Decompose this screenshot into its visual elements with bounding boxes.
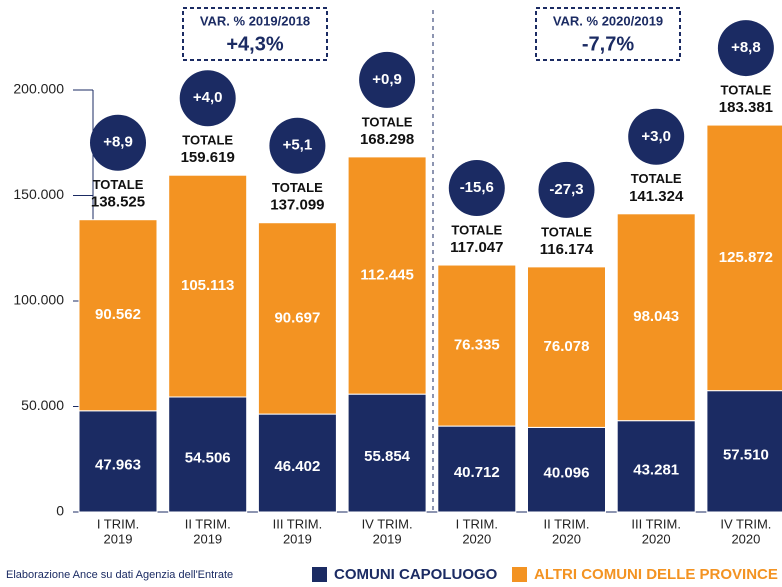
total-label: 168.298	[360, 131, 414, 148]
total-label: 159.619	[181, 149, 235, 166]
value-label: 98.043	[633, 308, 679, 325]
legend-swatch	[512, 567, 527, 582]
value-label: 46.402	[274, 458, 320, 475]
value-label: 47.963	[95, 456, 141, 473]
value-label: 90.697	[274, 309, 320, 326]
total-title: TOTALE	[362, 114, 413, 129]
value-label: 76.335	[454, 337, 500, 354]
value-label: 125.872	[719, 249, 773, 266]
change-label: -27,3	[549, 181, 583, 198]
bar-segment	[257, 413, 337, 513]
x-tick-label: 2020	[462, 531, 491, 546]
value-label: 40.096	[544, 465, 590, 482]
y-tick-label: 150.000	[13, 186, 64, 202]
bar-segment	[706, 124, 782, 392]
x-tick-label: I TRIM.	[97, 516, 139, 531]
legend-label: COMUNI CAPOLUOGO	[334, 566, 498, 583]
bar-segment	[527, 266, 606, 428]
bar-segment	[706, 390, 782, 513]
x-tick-label: IV TRIM.	[720, 516, 771, 531]
bar-segment	[168, 174, 248, 398]
x-tick-label: III TRIM.	[631, 516, 681, 531]
total-title: TOTALE	[541, 224, 592, 239]
change-badge	[359, 51, 416, 108]
annotation-title: VAR. % 2020/2019	[553, 13, 663, 28]
total-label: 117.047	[450, 239, 503, 256]
x-tick-label: 2019	[193, 531, 222, 546]
value-label: 57.510	[723, 446, 769, 463]
change-badge	[179, 70, 236, 127]
bar-segment	[78, 410, 158, 513]
x-tick-label: 2020	[642, 531, 671, 546]
bar-segment	[437, 264, 517, 427]
x-tick-label: 2020	[731, 531, 760, 546]
total-label: 137.099	[270, 197, 324, 214]
total-label: 183.381	[719, 99, 773, 116]
value-label: 55.854	[364, 448, 411, 465]
annotation-box	[535, 7, 681, 61]
value-label: 54.506	[185, 449, 231, 466]
annotation-value: -7,7%	[582, 33, 634, 55]
change-label: +8,8	[731, 39, 761, 56]
source-note: Elaborazione Ance su dati Agenzia dell'E…	[6, 569, 233, 581]
value-label: 76.078	[544, 338, 590, 355]
x-tick-label: 2019	[283, 531, 312, 546]
change-badge	[717, 20, 774, 77]
total-title: TOTALE	[272, 180, 323, 195]
bar-segment	[347, 393, 427, 513]
bar-segment	[616, 420, 696, 513]
bar-segment	[78, 219, 158, 412]
bar-segment	[168, 396, 248, 513]
x-tick-label: I TRIM.	[456, 516, 498, 531]
change-badge	[538, 161, 595, 218]
annotation-title: VAR. % 2019/2018	[200, 13, 310, 28]
x-tick-label: III TRIM.	[273, 516, 323, 531]
legend-swatch	[312, 567, 327, 582]
x-tick-label: 2020	[552, 531, 581, 546]
change-badge	[448, 160, 505, 217]
legend-label: ALTRI COMUNI DELLE PROVINCE	[534, 566, 778, 583]
change-badge	[269, 117, 326, 174]
change-label: +5,1	[283, 137, 313, 154]
y-tick-label: 50.000	[21, 397, 64, 413]
bar-segment	[257, 222, 337, 415]
total-label: 116.174	[540, 241, 594, 258]
x-tick-label: 2019	[104, 531, 133, 546]
total-title: TOTALE	[93, 177, 144, 192]
y-tick-label: 0	[56, 503, 64, 519]
value-label: 40.712	[454, 464, 500, 481]
total-label: 141.324	[629, 188, 684, 205]
total-title: TOTALE	[182, 133, 233, 148]
change-badge	[90, 114, 146, 171]
x-tick-label: IV TRIM.	[362, 516, 413, 531]
change-label: +8,9	[103, 134, 133, 151]
value-label: 90.562	[95, 306, 141, 323]
bar-segment	[437, 425, 517, 513]
value-label: 43.281	[633, 461, 679, 478]
bar-segment	[347, 156, 427, 395]
y-tick-label: 100.000	[13, 292, 64, 308]
value-label: 112.445	[360, 266, 413, 283]
total-title: TOTALE	[451, 222, 502, 237]
change-label: -15,6	[460, 179, 494, 196]
annotation-box	[182, 7, 328, 61]
y-tick-label: 200.000	[13, 81, 64, 97]
change-badge	[628, 108, 685, 165]
total-title: TOTALE	[631, 171, 682, 186]
x-tick-label: II TRIM.	[544, 516, 590, 531]
change-label: +4,0	[193, 89, 223, 106]
bar-segment	[527, 426, 606, 513]
change-label: +0,9	[372, 71, 402, 88]
annotation-value: +4,3%	[226, 33, 283, 55]
x-tick-label: 2019	[373, 531, 402, 546]
total-label: 138.525	[91, 194, 145, 211]
change-label: +3,0	[641, 128, 671, 145]
value-label: 105.113	[181, 277, 234, 294]
total-title: TOTALE	[721, 83, 772, 98]
bar-segment	[616, 213, 696, 422]
x-tick-label: II TRIM.	[185, 516, 231, 531]
